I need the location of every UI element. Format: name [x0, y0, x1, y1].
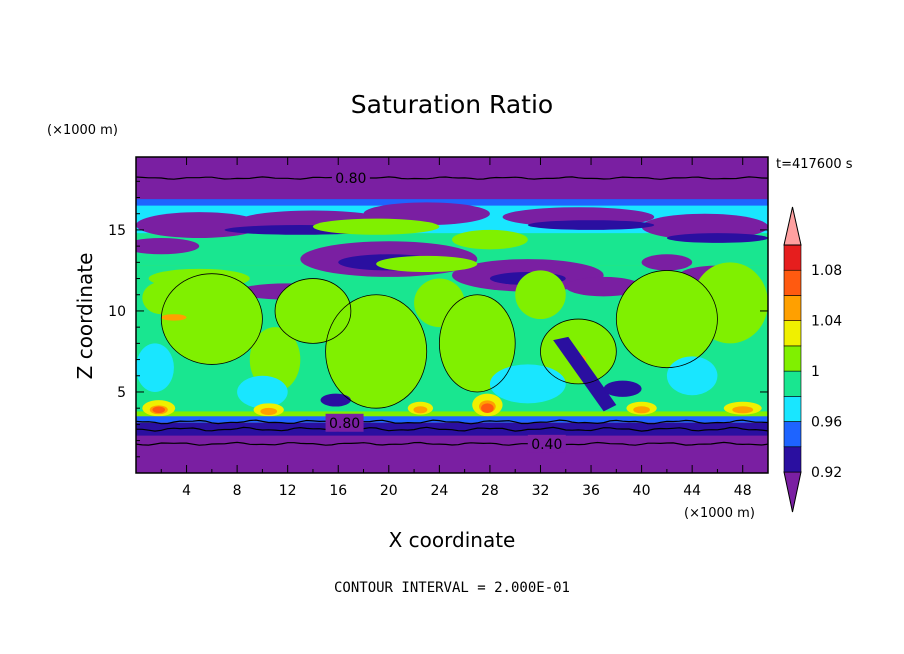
y-tick-label: 10	[108, 304, 126, 320]
cloud-base-peak-1	[152, 406, 166, 414]
mid-cloud-0	[161, 273, 263, 365]
chart-title: Saturation Ratio	[351, 90, 553, 119]
contour-lines	[136, 176, 768, 446]
colorbar-top-arrow	[783, 206, 802, 246]
y-tick-label: 5	[117, 385, 126, 401]
cloud-contour-3	[615, 270, 718, 369]
cloud-contour-5	[540, 318, 617, 385]
dry-pocket-low	[320, 393, 351, 407]
colorbar-segment	[783, 396, 802, 422]
contour-label: 0.80	[335, 171, 366, 187]
mid-dry-pocket-5	[641, 254, 693, 271]
contour-line-1	[136, 419, 768, 425]
dry-tongue-lower	[603, 380, 642, 397]
x-tick-label: 48	[734, 483, 752, 499]
cloud-base-peak-0	[481, 403, 494, 414]
contour-line-0	[136, 176, 768, 180]
low-moist-pocket-0	[136, 343, 174, 392]
low-moist-pocket-3	[666, 356, 718, 396]
contour-line-3	[136, 441, 768, 446]
x-tick-label: 24	[430, 483, 448, 499]
colorbar-segment	[783, 446, 802, 473]
cloud-contour-0	[160, 273, 263, 365]
cloud-base-core-4	[633, 406, 650, 414]
contour-label-bg	[527, 434, 566, 453]
y-units-label: (×1000 m)	[47, 123, 118, 138]
contour-label-bg	[325, 413, 364, 432]
colorbar-tick-label: 1.08	[811, 263, 842, 279]
plot-frame	[135, 156, 769, 474]
colorbar-tick-label: 1.04	[811, 314, 842, 330]
contour-interval-note: CONTOUR INTERVAL = 2.000E-01	[334, 580, 570, 596]
colorbar-segment	[783, 345, 802, 372]
cloud-contour-2	[438, 294, 516, 393]
mid-cloud-2	[325, 294, 427, 409]
mid-cloud-9	[515, 270, 566, 320]
contour-labels: 0.80 0.80 0.40	[325, 169, 566, 453]
x-tick-label: 28	[481, 483, 499, 499]
x-tick-label: 36	[582, 483, 600, 499]
x-axis-ticks: 4 8 12 16 20 24 28 32 36 40 44 48	[160, 157, 752, 499]
x-axis-label: X coordinate	[389, 528, 516, 552]
colorbar-tick-label: 1	[811, 364, 820, 380]
low-moist-pocket-1	[237, 375, 288, 409]
upper-dry-pocket-5	[136, 238, 200, 255]
x-tick-label: 44	[683, 483, 701, 499]
mid-cloud-8	[414, 278, 465, 328]
colorbar-tick-label: 0.96	[811, 415, 842, 431]
inversion-band	[136, 416, 768, 423]
y-axis-ticks: 5 10 15	[108, 180, 768, 458]
x-tick-label: 12	[279, 483, 297, 499]
mid-cloud-5	[616, 270, 718, 368]
mid-cloud-10	[142, 281, 181, 315]
dry-tongue	[553, 336, 617, 412]
mid-cloud-3	[439, 294, 516, 392]
upper-dry-pocket-4	[641, 213, 768, 240]
cloud-edge-1	[161, 314, 187, 321]
cloud-contour-1	[325, 294, 428, 409]
colorbar-segment	[783, 370, 802, 397]
mid-cloud-6	[692, 262, 768, 344]
colorbar-segment	[783, 421, 802, 448]
x-tick-label: 8	[233, 483, 242, 499]
contour-line-2	[136, 426, 768, 432]
time-label: t=417600 s	[776, 157, 853, 172]
x-tick-label: 4	[182, 483, 191, 499]
y-tick-label: 15	[108, 223, 126, 239]
x-tick-label: 40	[633, 483, 651, 499]
lower-bottom-layer	[136, 435, 768, 473]
cloud-cell-2	[376, 255, 478, 273]
colorbar-segment	[783, 244, 802, 271]
mid-dry-pocket-2	[565, 276, 642, 297]
cloud-contour-4	[274, 278, 352, 344]
cloud-base-core-1	[260, 407, 278, 415]
cloud-base-core-2	[413, 406, 428, 414]
contour-label: 0.80	[329, 416, 360, 432]
colorbar-segment	[783, 269, 802, 296]
cloud-base-core-5	[732, 406, 754, 414]
saturation-field	[136, 157, 768, 473]
cloud-cell-0	[312, 218, 440, 235]
x-tick-label: 32	[532, 483, 550, 499]
upper-deep-pocket-2	[666, 233, 768, 243]
x-tick-label: 20	[380, 483, 398, 499]
x-tick-label: 16	[329, 483, 347, 499]
colorbar: 0.92 0.96 1 1.04 1.08	[783, 206, 842, 513]
mid-cloud-7	[249, 327, 301, 392]
cloud-cell-1	[452, 229, 528, 250]
colorbar-segment	[783, 320, 802, 347]
colorbar-bottom-arrow	[783, 471, 802, 513]
low-moist-pocket-2	[489, 364, 566, 404]
upper-deep-pocket-1	[527, 220, 655, 230]
contour-label: 0.40	[531, 437, 562, 453]
contour-label-bg	[331, 169, 370, 188]
x-units-label: (×1000 m)	[684, 506, 755, 521]
y-axis-label: Z coordinate	[73, 253, 97, 380]
colorbar-tick-label: 0.92	[811, 465, 842, 481]
colorbar-segment	[783, 295, 802, 321]
